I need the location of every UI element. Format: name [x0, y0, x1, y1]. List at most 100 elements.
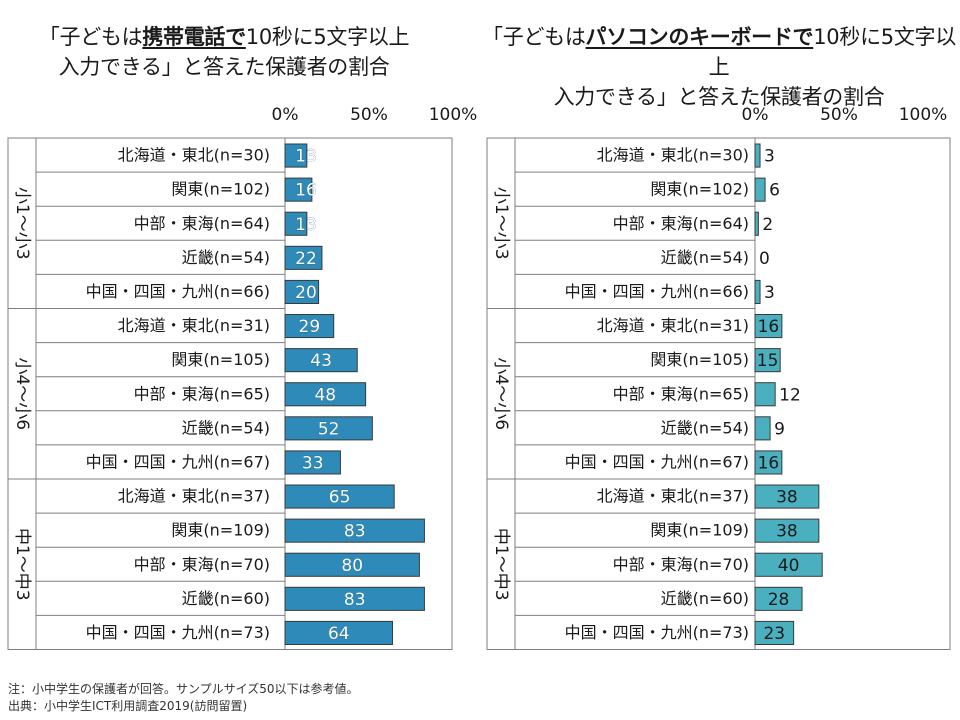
chart-2-category-label: 中部・東海(n=64) — [613, 214, 749, 233]
chart-2-value-label: 16 — [758, 317, 780, 337]
chart-1-category-label: 中部・東海(n=65) — [134, 384, 270, 403]
chart-2-value-label: 16 — [758, 453, 780, 473]
chart-1-value-label: 65 — [329, 488, 351, 508]
chart-2-value-label: 38 — [776, 488, 798, 508]
chart-1-xtick: 50% — [350, 105, 388, 125]
chart-1-category-label: 北海道・東北(n=37) — [118, 487, 270, 506]
chart-1-bar — [284, 518, 425, 543]
chart-1-bar — [284, 177, 313, 202]
chart-1-category-label: 関東(n=105) — [171, 350, 270, 369]
chart-1-value-label: 52 — [318, 419, 340, 439]
chart-1-value-label: 48 — [314, 385, 336, 405]
chart-1-xtick: 100% — [429, 105, 478, 125]
chart-2-title: 「子どもはパソコンのキーボードで10秒に5文字以上 入力できる」と答えた保護者の… — [478, 22, 960, 112]
chart-1-group-label: 小1～小3 — [12, 187, 32, 260]
chart-2-category-label: 中国・四国・九州(n=66) — [565, 282, 749, 301]
chart-2-group-label: 中1～中3 — [491, 528, 511, 601]
chart-1-bar — [284, 382, 367, 407]
chart-1-value-label: 83 — [344, 522, 366, 542]
chart-1-bar — [284, 620, 394, 646]
chart-1-value-label: 22 — [295, 249, 317, 269]
chart-2-bar — [754, 382, 776, 407]
chart-1-group-label: 中1～中3 — [12, 528, 32, 601]
chart-2-category-label: 中部・東海(n=70) — [613, 555, 749, 574]
chart-1-category-label: 中国・四国・九州(n=67) — [86, 452, 270, 471]
chart-1-category-label: 北海道・東北(n=31) — [118, 316, 270, 335]
chart-1-category-label: 中国・四国・九州(n=66) — [86, 282, 270, 301]
chart-2-bar — [754, 518, 820, 543]
chart-1-category-label: 近畿(n=60) — [182, 589, 270, 608]
chart-1-value-label: 33 — [302, 453, 324, 473]
chart-1-title-emph: 携帯電話で — [142, 25, 246, 49]
chart-2-category-label: 中国・四国・九州(n=67) — [565, 452, 749, 471]
chart-2-value-label: 23 — [763, 624, 785, 644]
chart-1-value-label: 13 — [295, 147, 317, 167]
chart-2-bar — [754, 177, 766, 202]
chart-1-value-label: 20 — [295, 283, 317, 303]
chart-2-bar — [754, 314, 783, 339]
chart-2-value-label: 2 — [762, 215, 773, 235]
chart-2-category-label: 近畿(n=60) — [661, 589, 749, 608]
chart-1-bar — [284, 211, 308, 236]
chart-1-category-label: 関東(n=102) — [171, 180, 270, 199]
chart-1-category-label: 近畿(n=54) — [182, 418, 270, 437]
chart-1-bar — [284, 586, 425, 611]
chart-1-title-line2: 入力できる」と答えた保護者の割合 — [58, 55, 390, 79]
chart-2-bar — [754, 586, 803, 611]
chart-2-value-label: 3 — [764, 147, 775, 167]
chart-2-category-label: 近畿(n=54) — [661, 418, 749, 437]
chart-1-value-label: 16 — [295, 181, 317, 201]
chart-2-bar — [754, 552, 823, 577]
chart-1-bar — [284, 279, 320, 304]
chart-2-value-label: 40 — [778, 556, 800, 576]
chart-2-category-label: 関東(n=109) — [650, 521, 749, 540]
chart-2-bar — [754, 279, 761, 304]
chart-2-category-label: 北海道・東北(n=37) — [597, 487, 749, 506]
chart-1-category-label: 中国・四国・九州(n=73) — [86, 623, 270, 642]
chart-2-category-label: 北海道・東北(n=31) — [597, 316, 749, 335]
chart-1-title: 「子どもは携帯電話で10秒に5文字以上 入力できる」と答えた保護者の割合 — [4, 22, 444, 82]
chart-1-value-label: 13 — [295, 215, 317, 235]
chart-2-xtick: 0% — [742, 105, 769, 125]
chart-2-value-label: 9 — [774, 419, 785, 439]
chart-2-value-label: 3 — [764, 283, 775, 303]
chart-1-bar — [284, 450, 341, 475]
chart-1-value-label: 80 — [341, 556, 363, 576]
chart-1-category-label: 中部・東海(n=64) — [134, 214, 270, 233]
chart-2-xtick: 100% — [899, 105, 948, 125]
chart-2-category-label: 関東(n=105) — [650, 350, 749, 369]
chart-2-category-label: 近畿(n=54) — [661, 248, 749, 267]
chart-2-value-label: 38 — [776, 522, 798, 542]
chart-1-frame — [7, 137, 453, 650]
chart-2-title-line2: 入力できる」と答えた保護者の割合 — [553, 85, 885, 109]
chart-1-bar — [284, 416, 373, 441]
chart-2-category-label: 中国・四国・九州(n=73) — [565, 623, 749, 642]
chart-2-title-emph: パソコンのキーボードで — [585, 25, 814, 49]
footnote-source: 出典：小中学生ICT利用調査2019(訪問留置) — [8, 699, 248, 713]
chart-1-value-label: 43 — [310, 351, 332, 371]
chart-2-value-label: 28 — [768, 590, 790, 610]
chart-2-value-label: 12 — [779, 385, 801, 405]
chart-1-category-label: 中部・東海(n=70) — [134, 555, 270, 574]
chart-1-bar — [284, 484, 395, 509]
chart-2-xtick: 50% — [820, 105, 858, 125]
chart-2-category-label: 北海道・東北(n=30) — [597, 146, 749, 165]
chart-2-value-label: 6 — [769, 181, 780, 201]
chart-2-value-label: 15 — [757, 351, 779, 371]
chart-1-bar — [284, 348, 358, 373]
chart-1-bar — [284, 245, 323, 270]
chart-1-category-label: 関東(n=109) — [171, 521, 270, 540]
footnote-note: 注：小中学生の保護者が回答。サンプルサイズ50以下は参考値。 — [8, 682, 359, 696]
chart-1-category-label: 近畿(n=54) — [182, 248, 270, 267]
chart-2-category-label: 関東(n=102) — [650, 180, 749, 199]
chart-2-group-label: 小4～小6 — [491, 357, 511, 430]
chart-2-bar — [754, 484, 820, 509]
chart-2-value-label: 0 — [759, 249, 770, 269]
chart-2-title-post: 10秒に5文字以上 — [708, 25, 957, 79]
chart-1-value-label: 83 — [344, 590, 366, 610]
chart-2-group-label: 小1～小3 — [491, 187, 511, 260]
chart-1-title-post: 10秒に5文字以上 — [245, 25, 410, 49]
chart-2-bar — [754, 620, 795, 646]
chart-2-bar — [754, 211, 759, 236]
chart-2-bar — [754, 348, 781, 373]
